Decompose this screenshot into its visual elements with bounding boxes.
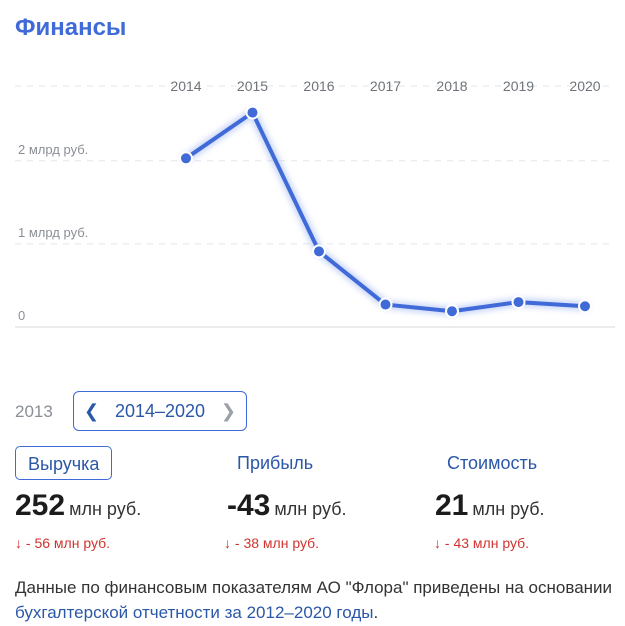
chevron-left-icon[interactable]: ❮ xyxy=(84,400,100,421)
x-tick-label: 2020 xyxy=(569,78,600,94)
series-line xyxy=(184,110,587,314)
tab-revenue[interactable]: Выручка xyxy=(15,446,113,480)
footer-text: Данные по финансовым показателям АО "Фло… xyxy=(15,578,613,597)
revenue-unit: млн руб. xyxy=(69,499,142,519)
profit-delta: ↓ - 38 млн руб. xyxy=(224,535,320,551)
x-tick-label: 2015 xyxy=(237,78,268,94)
tab-value[interactable]: Стоимость xyxy=(447,453,538,473)
data-point-2015[interactable] xyxy=(245,105,260,120)
value-metric: 21 млн руб. xyxy=(435,489,545,523)
series-line-glow xyxy=(181,108,590,316)
revenue-metric: 252 млн руб. xyxy=(15,489,141,523)
profit-metric: -43 млн руб. xyxy=(227,489,347,523)
y-tick-label: 1 млрд руб. xyxy=(18,225,88,240)
value-unit: млн руб. xyxy=(472,499,545,519)
x-tick-label: 2018 xyxy=(436,78,467,94)
x-tick-label: 2017 xyxy=(370,78,401,94)
accounting-report-link[interactable]: бухгалтерской отчетности за 2012–2020 го… xyxy=(15,603,374,622)
profit-value: -43 xyxy=(227,489,271,522)
data-point-2020[interactable] xyxy=(578,299,592,314)
x-tick-label: 2019 xyxy=(503,78,534,94)
x-tick-label: 2016 xyxy=(303,78,334,94)
tab-profit[interactable]: Прибыль xyxy=(237,453,314,473)
revenue-delta: ↓ - 56 млн руб. xyxy=(15,535,111,551)
revenue-line-chart: 0 1 млрд руб. 2 млрд руб. 2014 2015 2016 2017… xyxy=(15,78,615,328)
value-delta: ↓ - 43 млн руб. xyxy=(434,535,530,551)
data-point-2014[interactable] xyxy=(179,151,193,166)
data-point-2018[interactable] xyxy=(445,304,459,319)
x-tick-label: 2014 xyxy=(170,78,201,94)
footer-suffix: . xyxy=(373,603,379,622)
year-range-label: 2014–2020 xyxy=(114,400,206,421)
page-title: Финансы xyxy=(15,14,127,41)
year-range-selector: ❮ 2014–2020 ❯ xyxy=(73,391,247,431)
y-tick-label: 2 млрд руб. xyxy=(18,142,88,157)
revenue-value: 252 xyxy=(15,489,66,522)
value-value: 21 xyxy=(435,489,469,522)
chevron-right-icon[interactable]: ❯ xyxy=(220,400,236,421)
data-point-2017[interactable] xyxy=(378,297,393,312)
data-point-2019[interactable] xyxy=(511,295,526,310)
previous-year-link[interactable]: 2013 xyxy=(15,402,53,421)
data-point-2016[interactable] xyxy=(312,244,326,259)
profit-unit: млн руб. xyxy=(274,499,347,519)
y-tick-label: 0 xyxy=(18,308,25,323)
footer-note: Данные по финансовым показателям АО "Фло… xyxy=(15,575,615,625)
